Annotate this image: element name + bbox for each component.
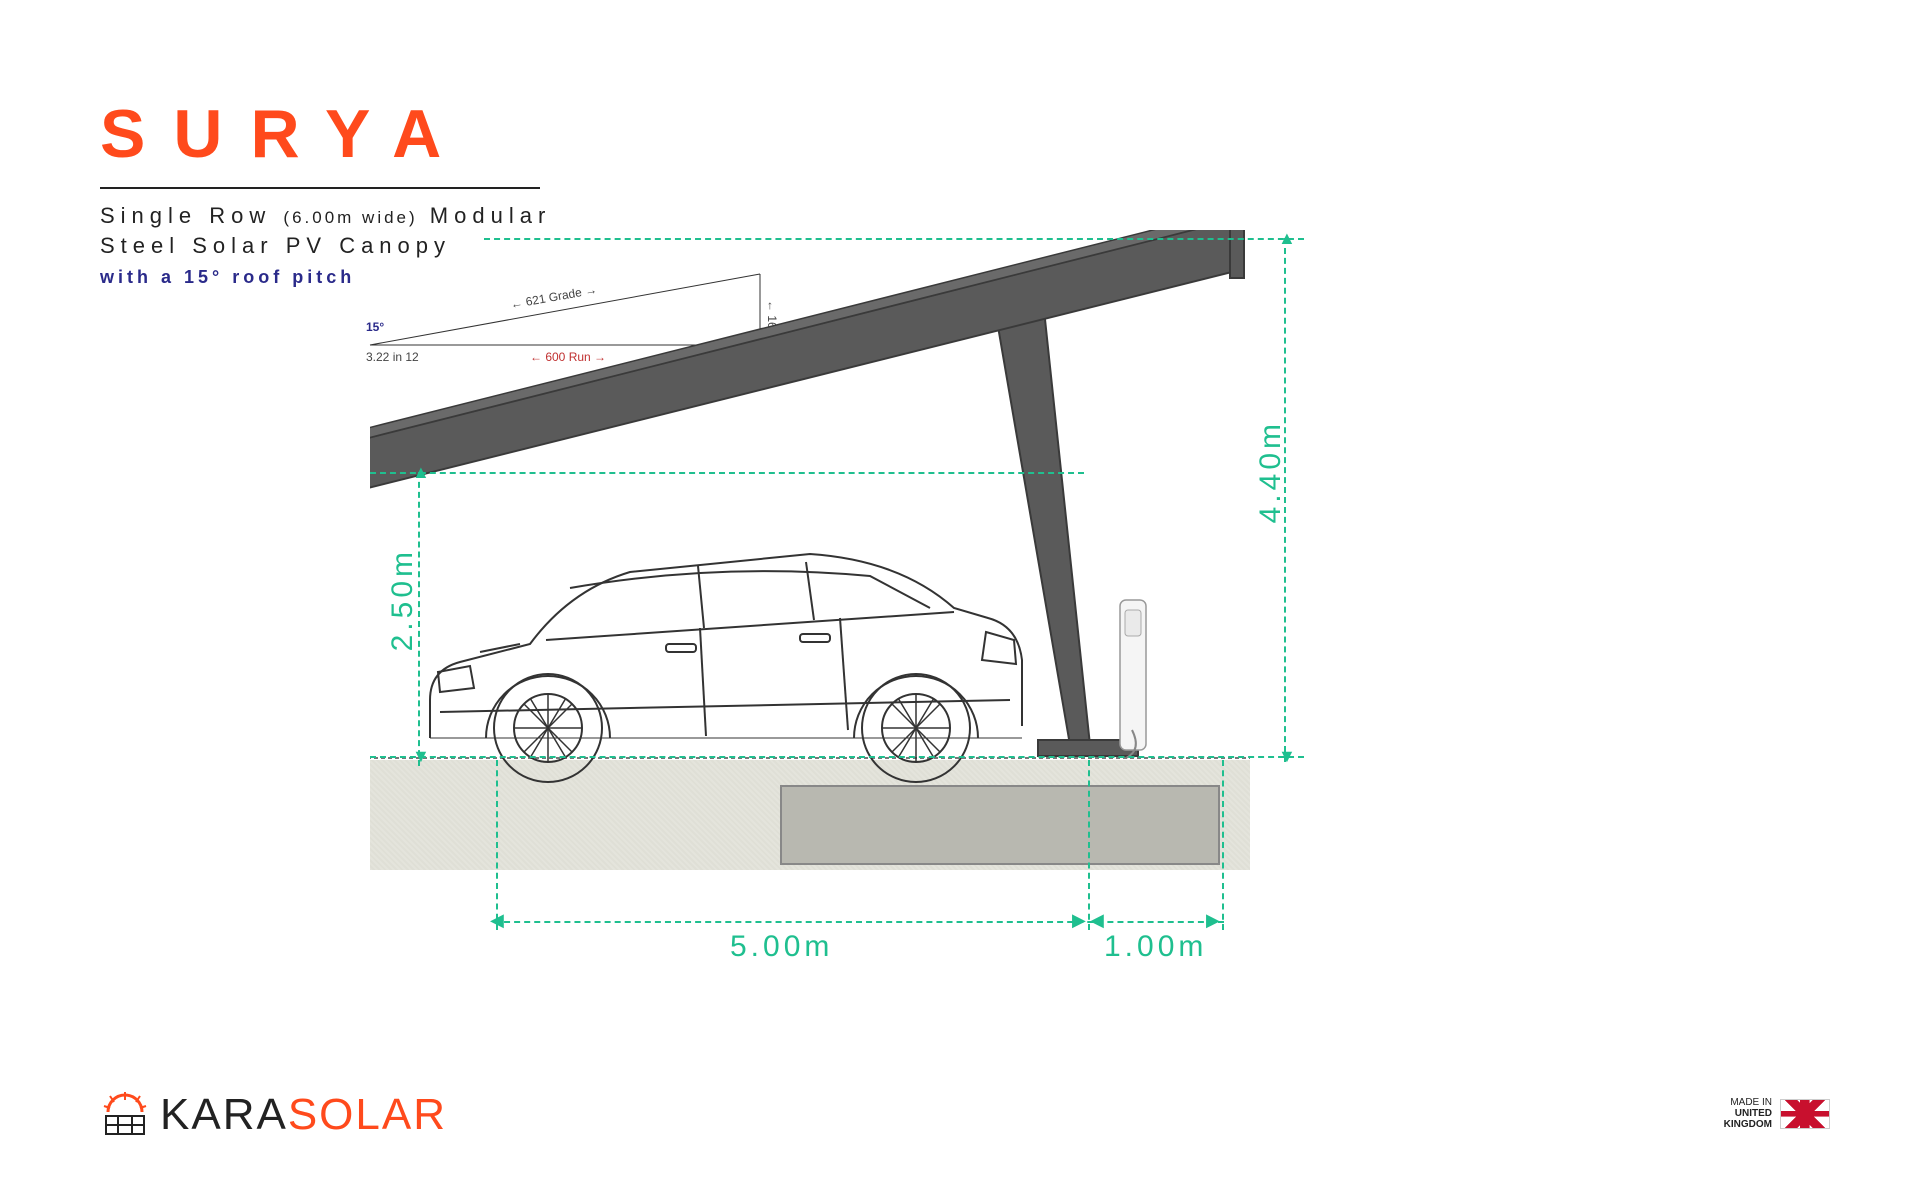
- dim-baseline-bottom: [494, 921, 1224, 923]
- dim-v-left: [496, 760, 498, 930]
- logo-icon: [100, 1090, 150, 1140]
- brand-solar: SOLAR: [288, 1090, 447, 1139]
- dim-width-overhang: 1.00m: [1104, 930, 1207, 964]
- subtitle-1-paren: (6.00m wide): [283, 208, 417, 227]
- dim-guide-beam-underside: [370, 472, 1084, 474]
- structure-svg: [370, 230, 1300, 950]
- dim-v-column: [1088, 760, 1090, 930]
- dim-guide-top: [484, 238, 1304, 240]
- arrow-right-icon: ▶: [1206, 910, 1220, 931]
- title-rule: [100, 187, 540, 189]
- arrow-down-icon: ▼: [412, 746, 430, 767]
- vehicle-outline: [430, 554, 1022, 782]
- subtitle-line-1: Single Row (6.00m wide) Modular: [100, 203, 551, 229]
- arrow-right-icon: ▶: [1072, 910, 1086, 931]
- dim-clearance: 2.50m: [386, 548, 420, 651]
- brand-text: KARASOLAR: [160, 1090, 447, 1140]
- made-in-line-1: MADE IN: [1724, 1097, 1772, 1108]
- made-in-line-3: KINGDOM: [1724, 1119, 1772, 1130]
- made-in-line-2: UNITED: [1724, 1108, 1772, 1119]
- arrow-up-icon: ▲: [412, 462, 430, 483]
- dim-width-main: 5.00m: [730, 930, 833, 964]
- arrow-up-icon: ▲: [1278, 228, 1296, 249]
- dim-v-right: [1222, 760, 1224, 930]
- made-in-badge: MADE IN UNITED KINGDOM: [1724, 1097, 1830, 1130]
- arrow-left-icon: ◀: [1090, 910, 1104, 931]
- arrow-down-icon: ▼: [1278, 746, 1296, 767]
- subtitle-1a: Single Row: [100, 203, 271, 228]
- arrow-left-icon: ◀: [490, 910, 504, 931]
- canopy-diagram: [370, 230, 1300, 950]
- dim-height-total: 4.40m: [1254, 420, 1288, 523]
- dim-guide-ground: [370, 756, 1304, 758]
- footer-logo: KARASOLAR: [100, 1090, 447, 1140]
- brand-kara: KARA: [160, 1090, 288, 1139]
- subtitle-1b: Modular: [430, 203, 551, 228]
- made-in-text: MADE IN UNITED KINGDOM: [1724, 1097, 1772, 1130]
- product-name: SURYA: [100, 95, 551, 181]
- uk-flag-icon: [1780, 1099, 1830, 1129]
